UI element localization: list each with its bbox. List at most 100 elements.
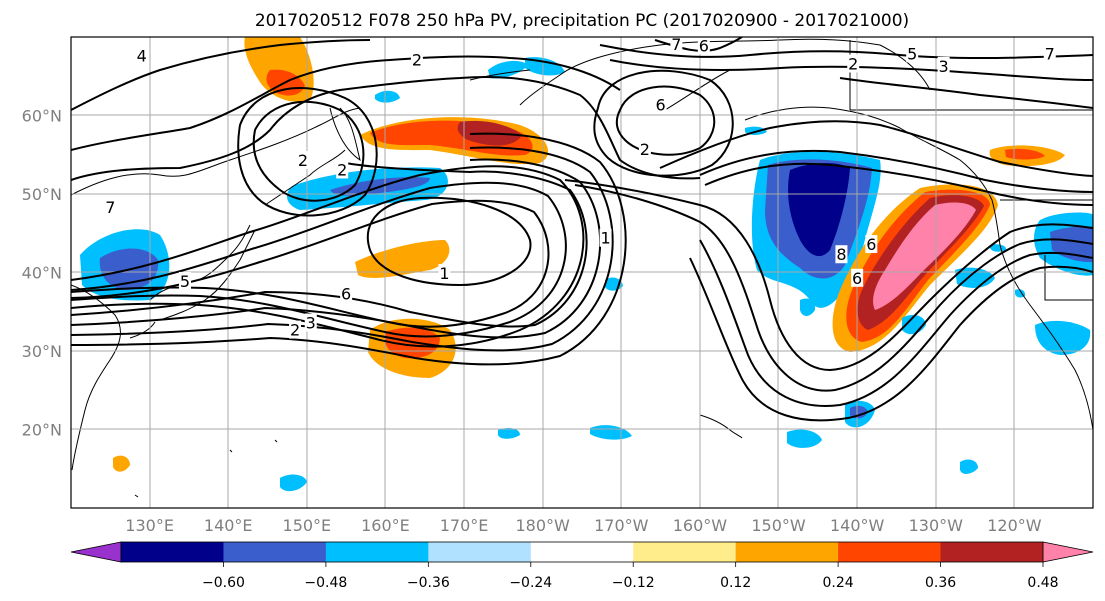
colorbar-segment [121,542,224,562]
colorbar-tick-label: 0.12 [720,575,751,591]
pv-contour-label: 2 [412,51,422,70]
pv-contour-label: 3 [306,314,316,333]
pv-contour-label: 3 [939,57,949,76]
colorbar-segment [223,542,327,562]
colorbar-outline [120,541,1044,563]
pv-contour-ridge [704,162,1093,206]
pv-label-halo [104,198,117,217]
pv-contour-label: 6 [699,36,709,55]
map-frame [70,36,1094,509]
precip-small-blob [955,267,995,288]
lon-tick-label: 150°E [283,516,332,535]
pv-label-halo [340,284,353,303]
pv-label-halo [654,95,667,114]
colorbar-segment [838,542,942,562]
coast-bering [469,69,731,111]
pv-label-halo [697,37,710,55]
lon-tick-label: 140°W [830,516,885,535]
pv-contour-jet [71,146,614,352]
pv-contour-trough [689,257,1093,422]
colorbar-segment [428,542,532,562]
pv-contour-label: 7 [1045,44,1055,63]
precip-small-blob [960,459,978,474]
pv-label-halo [847,54,860,73]
pv-label-halo [906,44,919,63]
colorbar-tick-label: 0.24 [823,575,854,591]
pv-contour-trough [574,184,1093,392]
pv-label-halo [289,320,302,339]
pv-contour-north [71,39,371,111]
lon-tick-label: 130°W [909,516,964,535]
pv-contours [71,37,1093,422]
pv-contour-cutoff-low [367,196,532,287]
pv-contour-alaska-low [593,69,734,177]
precip-small-blob [280,474,307,492]
pv-contour-label: 4 [137,47,147,66]
figure-title: 2017020512 F078 250 hPa PV, precipitatio… [255,11,909,31]
pv-label-halo [599,228,612,247]
coast-east-asia [71,107,361,471]
lat-tick-label: 50°N [22,185,62,204]
pv-contour-label: 5 [907,44,917,63]
latitude-tick-labels: 20°N 30°N 40°N 50°N 60°N [22,107,62,440]
lon-tick-label: 130°E [125,516,174,535]
precip-positive-midlat [355,240,450,278]
colorbar-tick-label: −0.48 [304,575,347,591]
lat-tick-label: 20°N [22,421,62,440]
pv-label-halo [135,46,148,65]
colorbar-tick-label: 0.48 [1027,575,1058,591]
precip-small-blob [525,57,565,76]
pv-label-halo [1043,44,1056,63]
pv-contour-north [71,76,701,181]
precip-small-blob [787,429,822,448]
pv-contour-label: 8 [836,245,846,264]
pv-label-halo [410,50,423,69]
pv-contour-jet [71,132,627,366]
pv-contour-label: 2 [640,140,650,159]
colorbar-tick-label: −0.24 [509,575,552,591]
precip-small-blob [375,90,400,103]
coast-na-borders [849,40,1093,301]
pv-label-halo [438,264,451,283]
colorbar-segment [530,542,634,562]
pv-label-halo [304,313,317,332]
pv-contour-label: 2 [848,54,858,73]
colorbar-segment [940,542,1044,562]
colorbar: −0.60 −0.48 −0.36 −0.24 −0.12 0.12 0.24 0.36 0.4… [70,541,1094,591]
precip-small-blob [850,405,868,419]
pv-contour-label: 2 [298,151,308,170]
pv-label-halo [835,245,848,264]
pv-contour-label: 1 [439,264,449,283]
pv-contour-label: 2 [290,321,300,340]
lon-tick-label: 140°E [204,516,253,535]
pv-label-halo [336,160,349,179]
pv-contour-kamchatka-low [237,87,378,217]
pv-contour-label: 7 [105,198,115,217]
pv-contour-trough [699,239,1093,407]
lon-tick-label: 160°W [673,516,728,535]
colorbar-segment [633,542,737,562]
precip-positive-bc-coast-core [1005,148,1045,160]
colorbar-tick-label: −0.12 [612,575,655,591]
precip-small-blob [990,244,1007,252]
coast-islands [134,414,743,498]
lat-tick-label: 40°N [22,264,62,283]
precip-small-blob [800,298,816,316]
precip-small-blob [86,255,99,264]
lon-tick-label: 150°W [751,516,806,535]
pv-contour-label: 2 [337,160,347,179]
coastlines [71,38,1093,498]
pv-label-halo [865,235,878,254]
pv-label-halo [178,271,191,290]
pv-label-halo [638,140,651,159]
pv-contour-jet [71,181,567,338]
pv-contour-kamchatka-low [252,100,365,202]
pv-contour-alaska-low [615,85,716,156]
coast-japan [129,229,256,339]
precip-small-blob [488,60,528,79]
colorbar-segment [325,542,429,562]
lon-tick-label: 160°E [361,516,410,535]
